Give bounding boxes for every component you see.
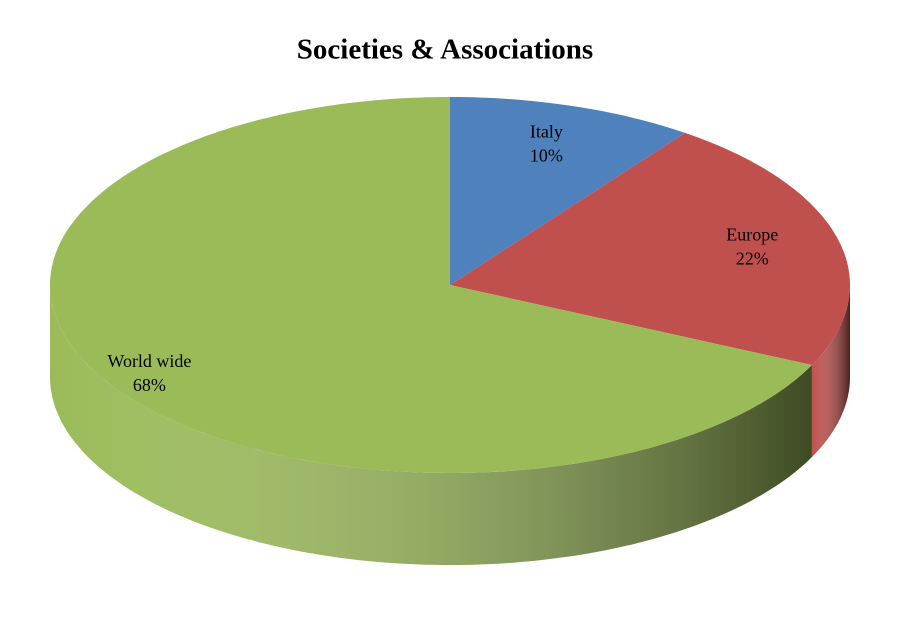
slice-side-shade [811,285,850,457]
slice-label: Europe [726,225,778,245]
slice-value-label: 10% [530,146,563,166]
slice-side-shade [50,285,812,565]
slice-label: World wide [107,351,191,371]
slice [450,97,686,285]
slice-label: Italy [530,122,563,142]
chart-title: Societies & Associations [297,34,593,66]
slice [450,132,850,365]
slice-value-label: 68% [133,375,166,395]
slice [50,97,812,473]
slice-value-label: 22% [736,249,769,269]
